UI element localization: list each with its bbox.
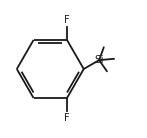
Text: F: F bbox=[64, 15, 70, 25]
Text: F: F bbox=[64, 113, 70, 123]
Text: Si: Si bbox=[94, 55, 104, 65]
